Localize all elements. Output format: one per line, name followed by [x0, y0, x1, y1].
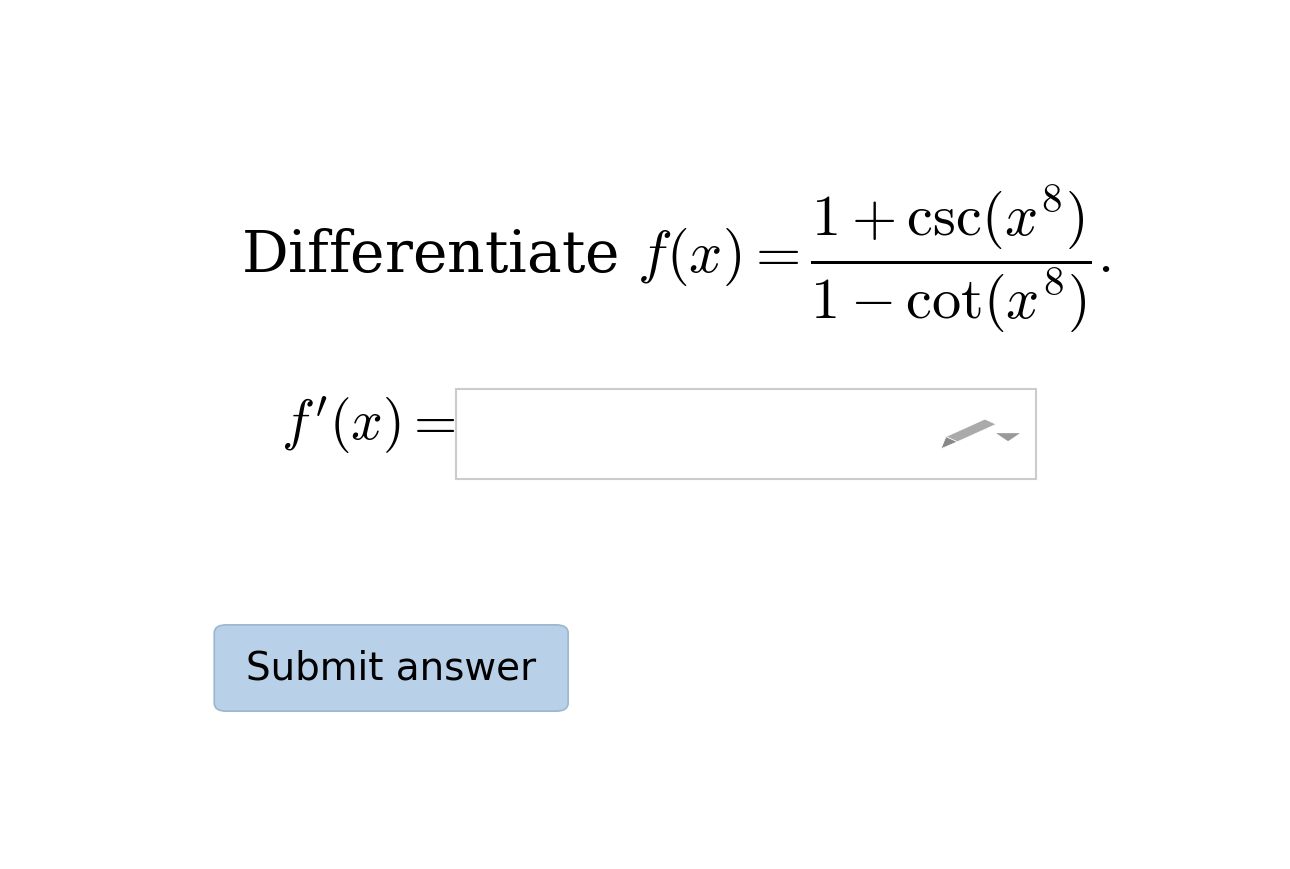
Polygon shape: [996, 433, 1020, 441]
FancyBboxPatch shape: [457, 388, 1036, 479]
Text: Submit answer: Submit answer: [246, 649, 537, 687]
FancyBboxPatch shape: [214, 625, 568, 711]
Text: Differentiate $f(x) = \dfrac{1 + \mathrm{csc}(x^8)}{1 - \mathrm{cot}(x^8)}.$: Differentiate $f(x) = \dfrac{1 + \mathrm…: [241, 182, 1111, 334]
Text: $f'(x) =$: $f'(x) =$: [281, 395, 457, 456]
Polygon shape: [940, 437, 957, 448]
Polygon shape: [946, 419, 996, 441]
